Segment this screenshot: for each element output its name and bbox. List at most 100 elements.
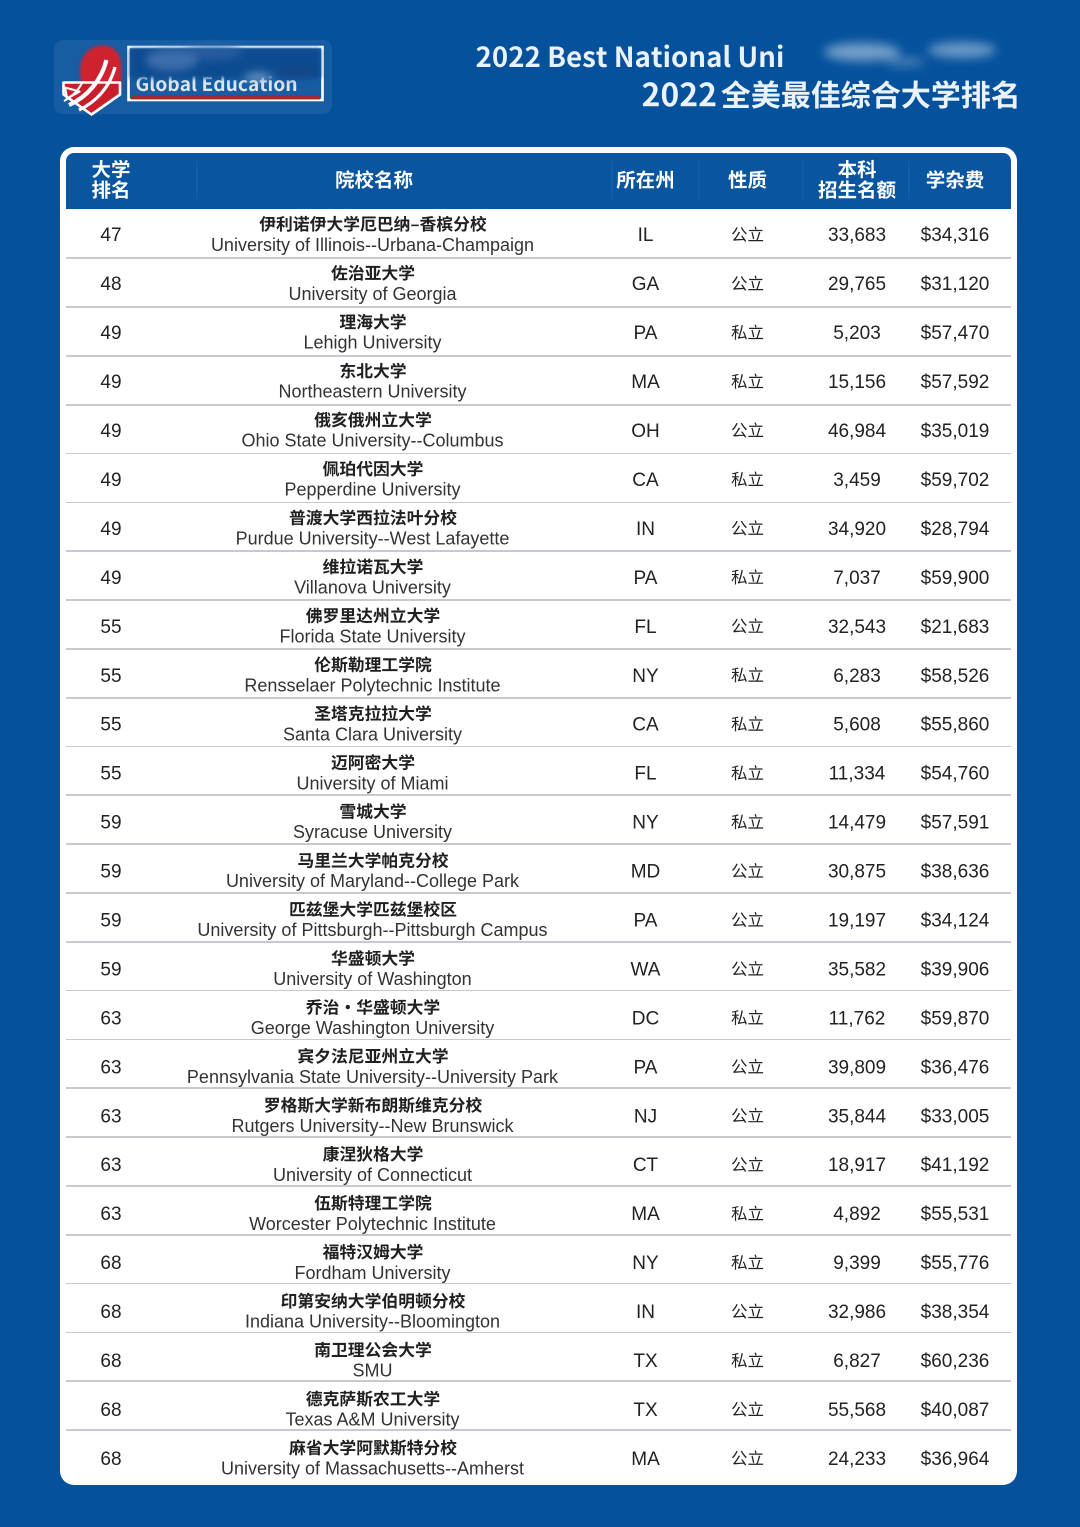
svg-text:$57,592: $57,592 [921,372,990,393]
svg-text:32,986: 32,986 [828,1302,886,1323]
svg-text:55: 55 [100,715,121,736]
svg-text:WA: WA [631,960,661,981]
svg-text:Northeastern University: Northeastern University [278,382,466,402]
svg-text:18,917: 18,917 [828,1155,886,1176]
svg-text:24,233: 24,233 [828,1449,886,1470]
svg-text:35,582: 35,582 [828,960,886,981]
svg-text:49: 49 [100,519,121,540]
svg-text:19,197: 19,197 [828,911,886,932]
svg-text:Worcester Polytechnic Institut: Worcester Polytechnic Institute [249,1214,496,1234]
svg-text:MD: MD [631,862,661,883]
svg-text:NY: NY [632,813,659,834]
svg-text:63: 63 [100,1106,121,1127]
svg-text:7,037: 7,037 [833,568,881,589]
svg-text:49: 49 [100,421,121,442]
svg-text:$58,526: $58,526 [921,666,990,687]
svg-text:GA: GA [632,274,660,295]
svg-text:Villanova University: Villanova University [294,578,451,598]
svg-text:63: 63 [100,1155,121,1176]
svg-text:TX: TX [633,1400,658,1421]
svg-text:33,683: 33,683 [828,225,886,246]
svg-text:OH: OH [631,421,660,442]
svg-text:68: 68 [100,1449,121,1470]
svg-text:$55,860: $55,860 [921,715,990,736]
svg-text:University of Washington: University of Washington [273,969,471,989]
svg-text:Syracuse University: Syracuse University [293,822,452,842]
svg-text:63: 63 [100,1008,121,1029]
svg-text:3,459: 3,459 [833,470,881,491]
svg-text:Texas A&M University: Texas A&M University [285,1410,459,1430]
svg-text:CA: CA [632,715,659,736]
svg-text:49: 49 [100,372,121,393]
svg-text:MA: MA [631,372,660,393]
svg-text:49: 49 [100,470,121,491]
svg-text:5,608: 5,608 [833,715,881,736]
svg-text:$59,900: $59,900 [921,568,990,589]
svg-text:SMU: SMU [353,1361,393,1381]
svg-text:Rutgers University--New Brunsw: Rutgers University--New Brunswick [231,1116,514,1136]
svg-text:30,875: 30,875 [828,862,886,883]
svg-text:$59,870: $59,870 [921,1008,990,1029]
svg-text:35,844: 35,844 [828,1106,887,1127]
svg-text:$31,120: $31,120 [921,274,990,295]
svg-text:University of Georgia: University of Georgia [288,284,457,304]
svg-text:Indiana University--Bloomingto: Indiana University--Bloomington [245,1312,500,1332]
svg-text:$54,760: $54,760 [921,764,990,785]
svg-text:Pepperdine University: Pepperdine University [284,480,460,500]
svg-text:PA: PA [634,568,658,589]
svg-text:59: 59 [100,813,121,834]
svg-text:32,543: 32,543 [828,617,886,638]
svg-text:$59,702: $59,702 [921,470,990,491]
svg-text:34,920: 34,920 [828,519,886,540]
svg-text:MA: MA [631,1449,660,1470]
svg-text:11,762: 11,762 [829,1008,886,1029]
svg-text:$33,005: $33,005 [921,1106,990,1127]
svg-text:4,892: 4,892 [833,1204,881,1225]
svg-text:$41,192: $41,192 [921,1155,990,1176]
svg-text:55: 55 [100,764,121,785]
svg-text:59: 59 [100,960,121,981]
svg-text:$39,906: $39,906 [921,960,990,981]
svg-text:$34,124: $34,124 [921,911,990,932]
svg-text:68: 68 [100,1302,121,1323]
svg-text:$21,683: $21,683 [921,617,990,638]
svg-text:$55,531: $55,531 [921,1204,990,1225]
svg-text:University of Illinois--Urbana: University of Illinois--Urbana-Champaign [211,235,534,255]
svg-text:IL: IL [638,225,654,246]
svg-text:29,765: 29,765 [828,274,886,295]
svg-text:49: 49 [100,323,121,344]
svg-text:CA: CA [632,470,659,491]
svg-text:68: 68 [100,1351,121,1372]
svg-text:15,156: 15,156 [828,372,886,393]
svg-text:68: 68 [100,1400,121,1421]
svg-text:PA: PA [634,323,658,344]
svg-text:$34,316: $34,316 [921,225,990,246]
svg-text:NY: NY [632,666,659,687]
svg-text:$55,776: $55,776 [921,1253,990,1274]
svg-text:University of Connecticut: University of Connecticut [273,1165,472,1185]
svg-text:TX: TX [633,1351,658,1372]
svg-text:11,334: 11,334 [829,764,886,785]
svg-text:University of Miami: University of Miami [296,773,448,793]
svg-text:FL: FL [634,764,656,785]
svg-text:59: 59 [100,862,121,883]
svg-text:FL: FL [634,617,656,638]
svg-text:PA: PA [634,911,658,932]
svg-text:63: 63 [100,1204,121,1225]
svg-text:Fordham University: Fordham University [294,1263,450,1283]
svg-text:$38,636: $38,636 [921,862,990,883]
svg-text:59: 59 [100,911,121,932]
svg-text:39,809: 39,809 [828,1057,886,1078]
svg-text:$57,470: $57,470 [921,323,990,344]
svg-text:IN: IN [636,1302,655,1323]
svg-text:PA: PA [634,1057,658,1078]
svg-text:68: 68 [100,1253,121,1274]
svg-text:Purdue University--West Lafaye: Purdue University--West Lafayette [236,529,510,549]
svg-text:55: 55 [100,617,121,638]
svg-text:$36,964: $36,964 [921,1449,990,1470]
svg-text:14,479: 14,479 [828,813,886,834]
svg-text:Rensselaer Polytechnic Institu: Rensselaer Polytechnic Institute [244,675,500,695]
svg-text:$35,019: $35,019 [921,421,990,442]
svg-text:Florida State University: Florida State University [279,626,465,646]
svg-text:$57,591: $57,591 [921,813,990,834]
